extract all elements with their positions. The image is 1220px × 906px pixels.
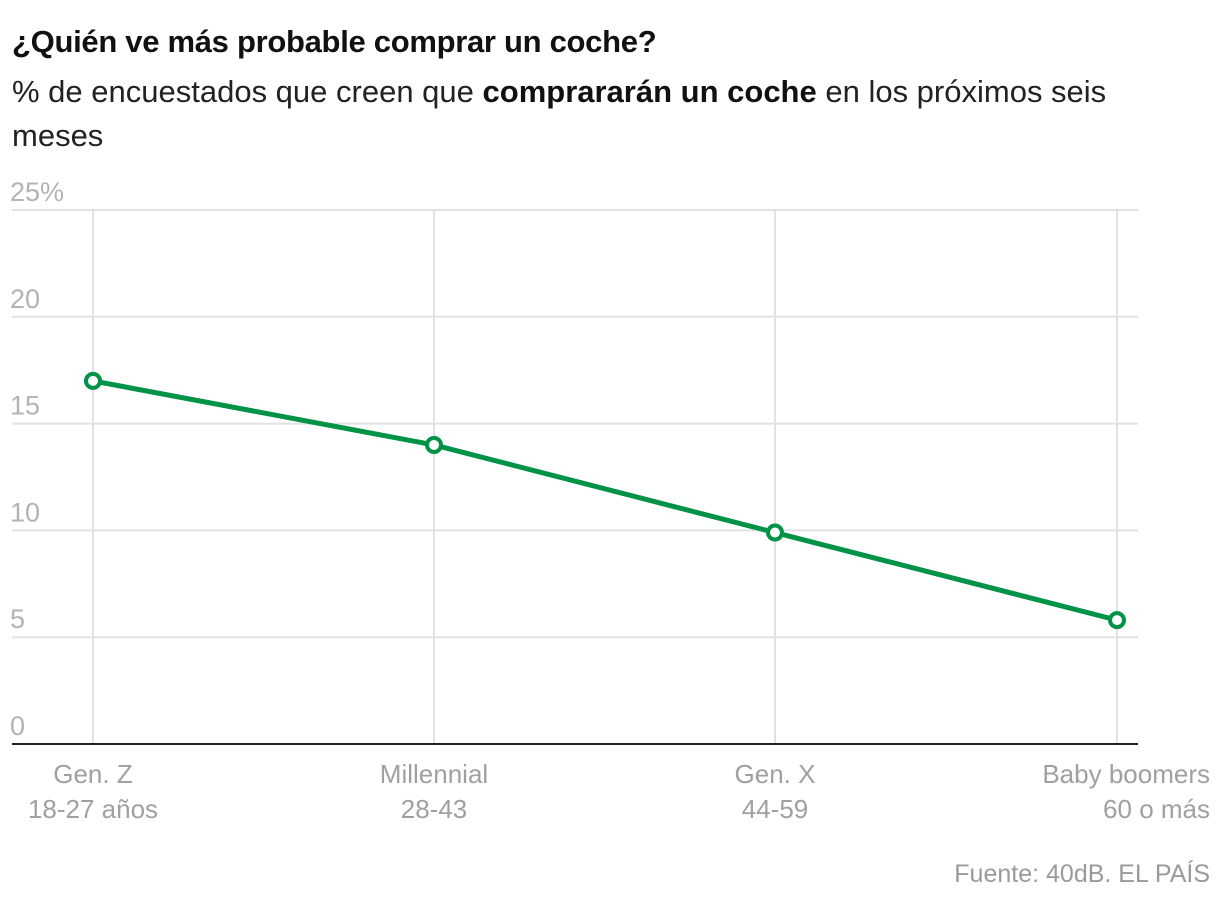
x-tick-sublabel: 18-27 años [28,794,158,824]
y-gridlines [12,209,1138,639]
data-point [766,523,784,542]
x-tick-label: Baby boomers [1042,759,1210,789]
y-tick-label: 25% [10,177,64,207]
source-note: Fuente: 40dB. EL PAÍS [954,860,1210,888]
x-tick-sublabel: 44-59 [742,794,809,824]
x-tick-sublabel: 28-43 [401,794,468,824]
y-tick-label: 0 [10,711,25,741]
x-tick-labels: Gen. Z 18-27 años Millennial 28-43 Gen. X 44-… [28,759,1210,824]
y-tick-label: 10 [10,497,40,527]
y-tick-label: 5 [10,604,25,634]
data-point [425,435,443,454]
y-tick-label: 15 [10,391,40,421]
series-group [84,371,1126,630]
chart-subtitle: % de encuestados que creen que comprarar… [12,70,1202,158]
x-gridlines [92,210,1118,744]
y-tick-labels: 0 5 10 15 20 25% [10,177,64,741]
x-tick-sublabel: 60 o más [1103,794,1210,824]
series-line [92,378,1118,623]
chart-title: ¿Quién ve más probable comprar un coche? [12,24,657,59]
y-tick-label: 20 [10,284,40,314]
data-point [1108,611,1126,630]
x-tick-label: Gen. Z [53,759,133,789]
x-tick-label: Gen. X [735,759,816,789]
subtitle-text-after: en los próximos seis meses [12,74,1107,153]
x-tick-label: Millennial [380,759,488,789]
data-point [84,371,102,390]
subtitle-text-bold: comprararán un coche [482,74,817,109]
subtitle-text-before: % de encuestados que creen que [12,74,483,109]
